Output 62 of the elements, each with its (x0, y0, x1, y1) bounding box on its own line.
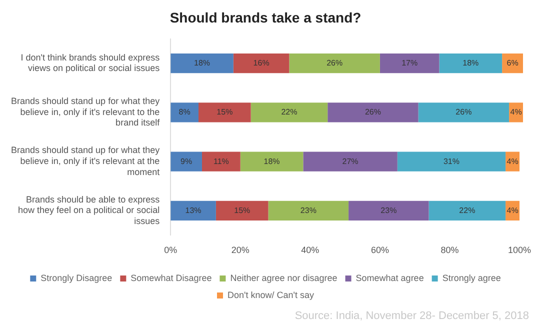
data-label: 23% (380, 206, 397, 215)
data-label: 11% (213, 156, 229, 166)
bar (303, 152, 398, 172)
bar (428, 200, 506, 220)
data-label: 18% (194, 58, 210, 68)
bar (240, 152, 304, 172)
data-label: 23% (300, 206, 316, 215)
data-label: 15% (234, 206, 250, 215)
bar (380, 54, 440, 74)
x-tick-label: 100% (508, 245, 532, 256)
legend-label: Strongly agree (442, 272, 501, 283)
bar (289, 54, 380, 74)
y-tick-label: Brands should stand up for what they believe in, only if it's relevant to the brand itself (11, 96, 160, 128)
bar (418, 102, 510, 122)
legend-label: Don't know/ Can't say (228, 290, 314, 300)
data-label: 27% (342, 156, 358, 166)
data-label: 9% (180, 156, 192, 166)
bar (198, 102, 251, 122)
bar (397, 152, 506, 172)
data-label: 16% (253, 58, 270, 68)
bar (328, 102, 418, 122)
bar (268, 200, 349, 220)
x-tick-label: 20% (231, 245, 250, 256)
bar (170, 200, 216, 220)
data-label: 26% (456, 108, 472, 117)
bar (502, 54, 523, 74)
data-label: 18% (462, 58, 479, 68)
data-label: 26% (364, 108, 381, 117)
legend-label: Strongly Disagree (40, 272, 112, 283)
x-tick-label: 80% (440, 245, 459, 256)
x-tick-label: 40% (301, 245, 320, 256)
y-tick-label: I don't think brands should express views on political or social issues (20, 52, 160, 74)
bar (348, 200, 429, 220)
data-label: 26% (326, 58, 343, 68)
bar (170, 152, 202, 172)
data-label: 15% (216, 108, 233, 117)
bar (170, 102, 199, 122)
data-label: 22% (459, 206, 476, 215)
bar (216, 200, 268, 220)
bar (250, 102, 328, 122)
data-label: 13% (185, 206, 202, 215)
data-label: 31% (443, 156, 460, 166)
y-tick-label: Brands should stand up for what they believe in, only if it's relevant at the moment (11, 145, 160, 177)
chart-title: Should brands take a stand? (170, 9, 362, 26)
data-label: 17% (402, 58, 418, 68)
legend-label: Somewhat agree (356, 272, 424, 283)
data-label: 22% (281, 108, 298, 117)
data-label: 8% (178, 108, 190, 117)
legend-label: Somewhat Disagree (130, 272, 212, 283)
bar (202, 152, 240, 172)
y-tick-label: Brands should be able to express how they feel on a political or social issues (18, 194, 160, 226)
data-label: 4% (506, 156, 518, 166)
data-label: 18% (264, 156, 280, 166)
bar (170, 54, 234, 74)
data-label: 4% (510, 108, 522, 117)
x-tick-label: 60% (370, 245, 389, 256)
legend-label: Neither agree nor disagree (230, 272, 338, 283)
x-tick-label: 0% (164, 245, 178, 256)
data-label: 4% (506, 206, 518, 215)
data-label: 6% (506, 58, 518, 68)
bar (439, 54, 502, 74)
bar (233, 54, 290, 74)
